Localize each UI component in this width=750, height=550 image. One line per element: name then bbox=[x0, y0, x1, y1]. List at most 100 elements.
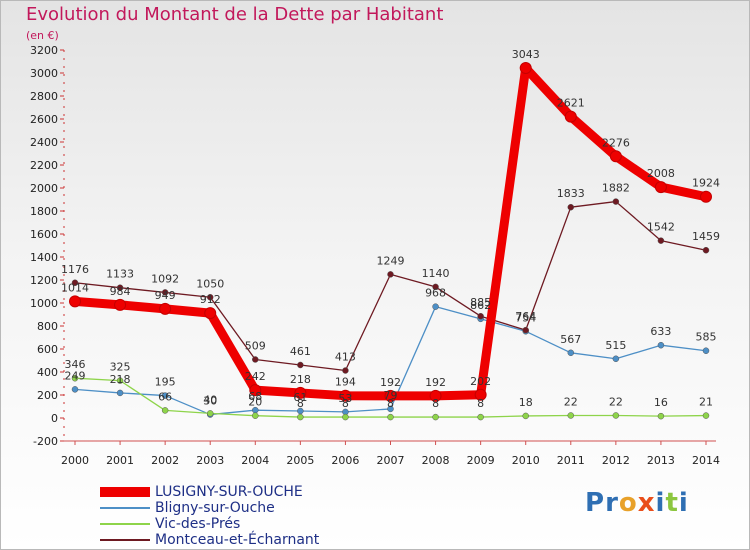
series-point-2 bbox=[432, 413, 439, 421]
data-label-0: 202 bbox=[470, 375, 491, 388]
data-label-1: 30 bbox=[203, 395, 217, 408]
y-tick-label: 0 bbox=[51, 412, 58, 425]
data-label-1: 862 bbox=[470, 299, 491, 312]
series-point-1 bbox=[161, 392, 169, 399]
y-tick-label: 2000 bbox=[30, 182, 58, 195]
x-tick-label: 2001 bbox=[106, 454, 134, 467]
y-tick-label: 600 bbox=[37, 343, 58, 356]
y-tick-label: 3200 bbox=[30, 44, 58, 57]
data-label-1: 53 bbox=[338, 392, 352, 405]
data-label-1: 195 bbox=[155, 376, 176, 389]
data-label-0: 192 bbox=[425, 376, 446, 389]
data-label-2: 8 bbox=[432, 397, 439, 410]
data-label-3: 885 bbox=[470, 296, 491, 309]
series-point-0 bbox=[564, 110, 577, 123]
series-point-3 bbox=[116, 284, 124, 291]
data-label-3: 1092 bbox=[151, 272, 179, 285]
data-label-1: 567 bbox=[560, 333, 581, 346]
data-label-2: 8 bbox=[387, 397, 394, 410]
series-point-2 bbox=[387, 413, 394, 421]
data-label-2: 16 bbox=[654, 396, 668, 409]
series-point-3 bbox=[342, 367, 349, 374]
data-label-2: 346 bbox=[65, 358, 86, 371]
data-label-3: 1176 bbox=[61, 263, 89, 276]
legend-swatch bbox=[100, 487, 150, 497]
data-label-3: 1882 bbox=[602, 182, 630, 195]
legend-label: Vic-des-Prés bbox=[155, 516, 241, 532]
series-point-0 bbox=[654, 181, 667, 194]
legend-label: Montceau-et-Écharnant bbox=[155, 532, 320, 548]
data-label-2: 8 bbox=[297, 397, 304, 410]
data-label-0: 1924 bbox=[692, 177, 720, 190]
data-label-2: 66 bbox=[158, 390, 172, 403]
proxiti-logo: Proxiti bbox=[585, 488, 689, 518]
y-tick-label: 200 bbox=[37, 389, 58, 402]
y-tick-label: -200 bbox=[33, 435, 58, 448]
data-label-1: 61 bbox=[293, 391, 307, 404]
series-point-3 bbox=[657, 237, 665, 244]
data-label-2: 21 bbox=[699, 396, 713, 409]
data-label-2: 40 bbox=[203, 393, 217, 406]
data-label-2: 325 bbox=[110, 361, 131, 374]
x-tick-label: 2008 bbox=[422, 454, 450, 467]
data-label-0: 984 bbox=[110, 285, 131, 298]
series-point-1 bbox=[116, 389, 124, 397]
series-point-3 bbox=[522, 326, 529, 334]
data-label-3: 1833 bbox=[557, 187, 585, 200]
series-point-0 bbox=[159, 302, 172, 315]
series-point-2 bbox=[206, 410, 214, 417]
series-point-1 bbox=[432, 303, 439, 310]
y-tick-label: 800 bbox=[37, 320, 58, 333]
series-point-1 bbox=[387, 405, 394, 413]
x-tick-label: 2000 bbox=[61, 454, 89, 467]
data-label-3: 509 bbox=[245, 339, 266, 352]
series-point-0 bbox=[474, 388, 487, 401]
series-point-3 bbox=[477, 312, 484, 320]
series-point-3 bbox=[206, 294, 214, 301]
data-label-0: 242 bbox=[245, 370, 266, 383]
data-label-0: 2621 bbox=[557, 97, 585, 110]
data-label-3: 413 bbox=[335, 351, 356, 364]
data-label-0: 2008 bbox=[647, 167, 675, 180]
series-point-2 bbox=[116, 377, 124, 384]
series-point-1 bbox=[567, 349, 575, 357]
series-point-2 bbox=[161, 407, 169, 414]
y-tick-label: 2200 bbox=[30, 159, 58, 172]
x-tick-label: 2006 bbox=[331, 454, 359, 467]
series-point-3 bbox=[387, 271, 394, 278]
data-label-0: 3043 bbox=[512, 48, 540, 61]
x-tick-label: 2004 bbox=[241, 454, 269, 467]
x-tick-label: 2002 bbox=[151, 454, 179, 467]
series-point-2 bbox=[657, 412, 665, 420]
series-point-2 bbox=[567, 412, 575, 419]
data-label-1: 968 bbox=[425, 287, 446, 300]
chart-unit: (en €) bbox=[26, 29, 59, 42]
series-point-3 bbox=[612, 198, 620, 205]
series-point-3 bbox=[71, 279, 79, 287]
series-point-2 bbox=[477, 413, 484, 421]
series-point-0 bbox=[294, 386, 307, 399]
data-label-3: 1542 bbox=[647, 221, 675, 234]
data-label-0: 192 bbox=[380, 376, 401, 389]
series-point-0 bbox=[249, 384, 262, 397]
series-point-0 bbox=[114, 298, 127, 311]
data-label-1: 515 bbox=[605, 339, 626, 352]
data-label-1: 249 bbox=[65, 369, 86, 382]
series-point-1 bbox=[657, 341, 665, 349]
data-label-3: 764 bbox=[515, 310, 536, 323]
x-tick-label: 2013 bbox=[647, 454, 675, 467]
data-label-1: 633 bbox=[650, 325, 671, 338]
data-label-3: 1133 bbox=[106, 268, 134, 281]
data-label-3: 461 bbox=[290, 345, 311, 358]
x-tick-label: 2012 bbox=[602, 454, 630, 467]
series-point-3 bbox=[432, 283, 439, 291]
legend-label: Bligny-sur-Ouche bbox=[155, 500, 275, 516]
y-tick-label: 2600 bbox=[30, 113, 58, 126]
series-point-1 bbox=[702, 347, 710, 354]
series-point-0 bbox=[384, 389, 397, 402]
series-layer bbox=[69, 62, 712, 421]
data-label-1: 218 bbox=[110, 373, 131, 386]
